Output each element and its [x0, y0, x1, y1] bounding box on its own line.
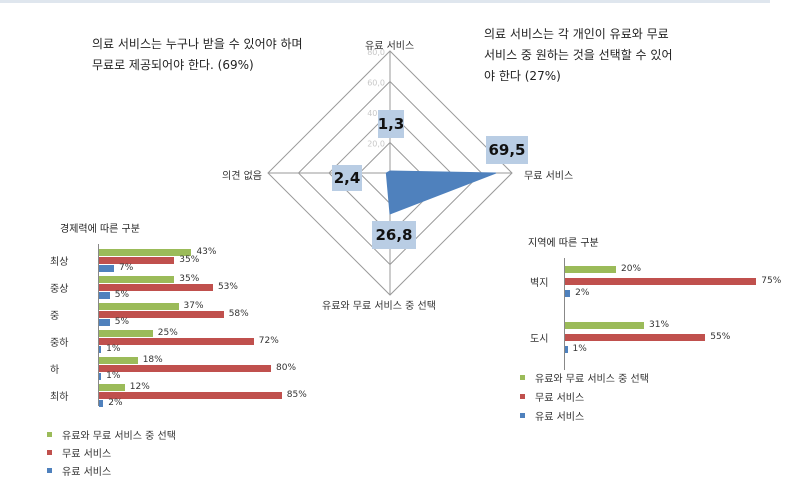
legend-item: 유료와 무료 서비스 중 선택 — [47, 427, 176, 442]
radar-axis-label: 유료 서비스 — [365, 41, 415, 52]
bar-value-label: 7% — [119, 263, 134, 273]
category-label: 하 — [50, 365, 60, 376]
legend-swatch — [47, 450, 52, 455]
bar-value-label: 1% — [106, 344, 121, 354]
bar — [99, 276, 175, 283]
bar-value-label: 35% — [179, 274, 200, 284]
bar-value-label: 35% — [179, 255, 200, 265]
top-border-line — [0, 0, 770, 3]
bar-value-label: 5% — [114, 290, 130, 300]
legend-label: 유료 서비스 — [62, 467, 112, 478]
bar-value-label: 58% — [228, 309, 249, 319]
note-free-service: 의료 서비스는 누구나 받을 수 있어야 하며 무료로 제공되어야 한다. (6… — [92, 37, 303, 72]
radar-data-area — [385, 170, 497, 215]
radar-value-label: 69,5 — [486, 136, 528, 164]
category-label: 최상 — [50, 257, 69, 268]
bar-value-label: 2% — [575, 288, 590, 298]
bar — [99, 319, 110, 326]
category-label: 중상 — [50, 284, 69, 295]
bar-value-label: 1% — [106, 371, 121, 381]
bar-value-label: 43% — [196, 247, 217, 257]
category-label: 중하 — [50, 338, 69, 349]
legend-item: 유료 서비스 — [47, 463, 111, 478]
bar — [565, 266, 616, 273]
bar — [99, 330, 153, 337]
legend-swatch — [47, 468, 52, 473]
radar-value-label: 2,4 — [332, 165, 362, 191]
bar-value-label: 37% — [183, 301, 204, 311]
bar-value-label: 72% — [258, 336, 279, 346]
legend-item: 유료 서비스 — [520, 408, 584, 423]
economic-chart-title: 경제력에 따른 구분 — [60, 224, 140, 235]
bar — [565, 334, 706, 341]
bar — [565, 322, 645, 329]
radar-axis-label: 무료 서비스 — [524, 171, 574, 182]
legend-label: 유료 서비스 — [535, 412, 585, 423]
bar-value-label: 20% — [621, 264, 642, 274]
bar-value-label: 75% — [761, 276, 782, 286]
bar — [99, 346, 102, 353]
bar-value-label: 55% — [710, 332, 731, 342]
category-label: 벽지 — [530, 278, 549, 289]
legend-item: 무료 서비스 — [47, 445, 111, 460]
bar-value-label: 53% — [217, 282, 238, 292]
region-chart-title: 지역에 따른 구분 — [528, 238, 599, 249]
bar — [99, 284, 213, 291]
legend-swatch — [520, 413, 525, 418]
bar-value-label: 18% — [142, 355, 163, 365]
bar-value-label: 31% — [649, 320, 670, 330]
radar-tick-label: 60,0 — [367, 79, 385, 88]
legend-swatch — [47, 432, 52, 437]
bar-axis-line — [98, 244, 99, 406]
bar — [99, 265, 115, 272]
bar-value-label: 12% — [129, 382, 150, 392]
bar — [565, 346, 568, 353]
legend-item: 무료 서비스 — [520, 389, 584, 404]
note-choice-service: 의료 서비스는 각 개인이 유료와 무료 서비스 중 원하는 것을 선택할 수 … — [484, 27, 673, 83]
bar — [99, 357, 138, 364]
radar-ring-4 — [267, 50, 513, 296]
bar — [99, 311, 224, 318]
legend-label: 무료 서비스 — [535, 393, 585, 404]
bar — [99, 365, 271, 372]
radar-value-label: 1,3 — [378, 110, 404, 138]
bar-value-label: 25% — [157, 328, 178, 338]
bar — [99, 303, 179, 310]
bar — [99, 392, 282, 399]
bar — [99, 292, 110, 299]
legend-swatch — [520, 375, 525, 380]
bar — [99, 257, 175, 264]
radar-axis-label: 의견 없음 — [222, 171, 262, 182]
legend-item: 유료와 무료 서비스 중 선택 — [520, 370, 649, 385]
bar — [99, 249, 192, 256]
bar-axis-line — [564, 258, 565, 370]
legend-swatch — [520, 394, 525, 399]
bar — [565, 290, 571, 297]
bar — [565, 278, 757, 285]
bar-value-label: 85% — [286, 390, 307, 400]
bar-value-label: 5% — [114, 317, 130, 327]
legend-label: 유료와 무료 서비스 중 선택 — [62, 431, 176, 442]
bar-value-label: 2% — [108, 398, 123, 408]
category-label: 도시 — [530, 334, 549, 345]
bar — [99, 384, 125, 391]
category-label: 최하 — [50, 392, 69, 403]
bar — [99, 373, 102, 380]
legend-label: 유료와 무료 서비스 중 선택 — [535, 374, 649, 385]
bar-value-label: 1% — [572, 344, 587, 354]
bar — [99, 400, 104, 407]
radar-tick-label: 20,0 — [367, 140, 385, 149]
legend-label: 무료 서비스 — [62, 449, 112, 460]
bar — [99, 338, 254, 345]
radar-ring-1 — [358, 141, 422, 205]
category-label: 중 — [50, 311, 60, 322]
radar-value-label: 26,8 — [372, 221, 416, 249]
radar-axis-label: 유료와 무료 서비스 중 선택 — [322, 301, 436, 312]
bar-value-label: 80% — [276, 363, 297, 373]
